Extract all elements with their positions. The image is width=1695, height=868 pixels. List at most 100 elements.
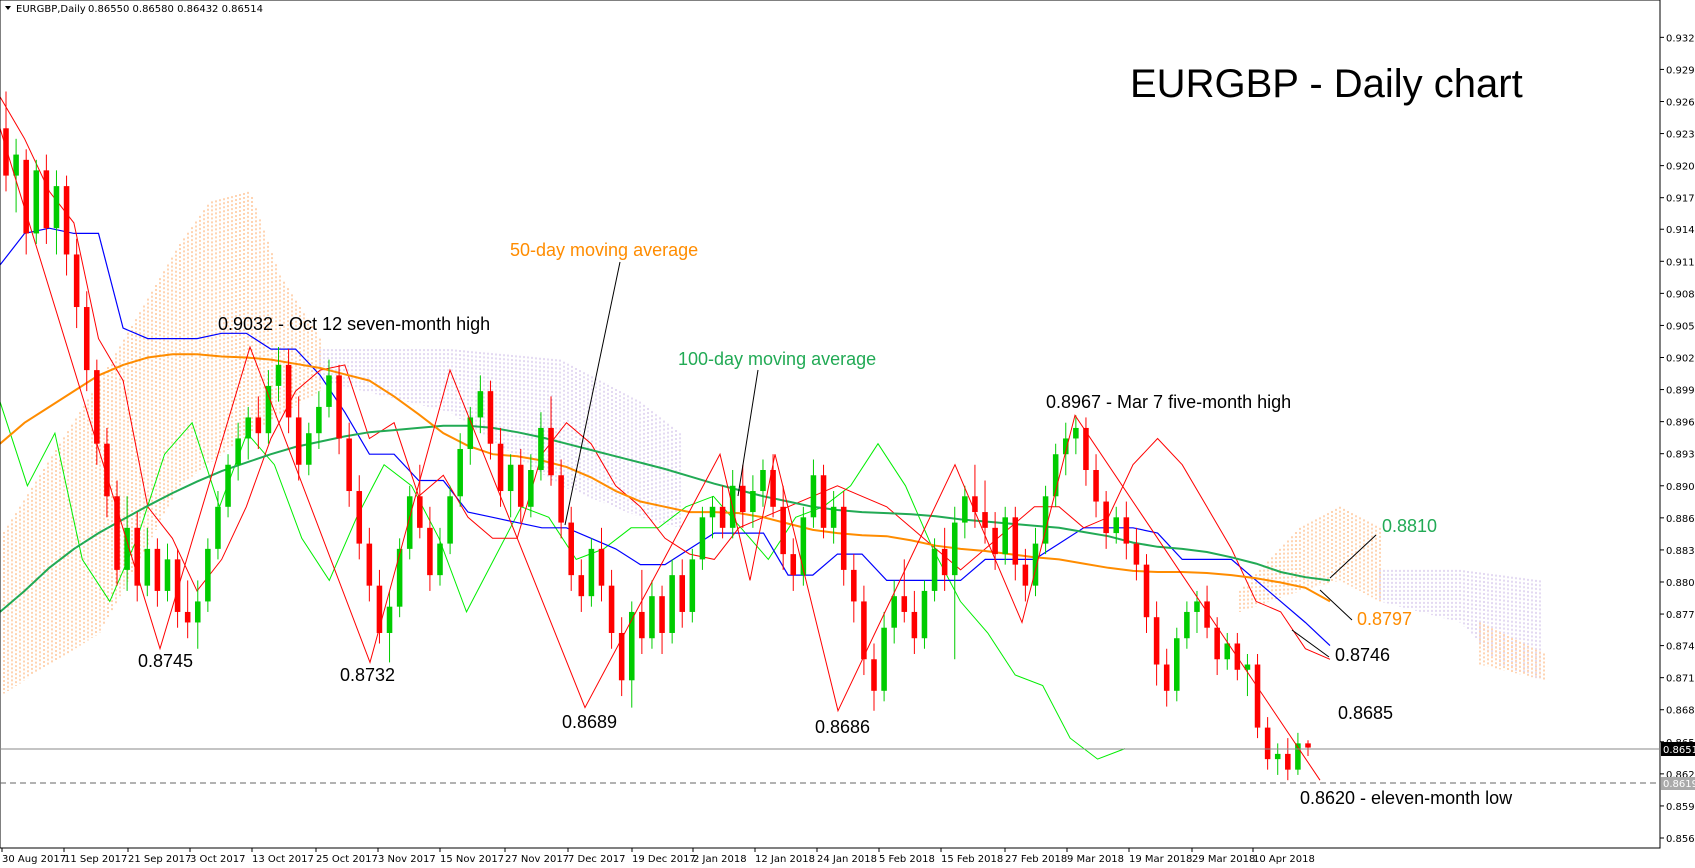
annotation-0-8686: 0.8686 xyxy=(815,717,870,737)
candle-body xyxy=(528,470,534,507)
candle-body xyxy=(598,548,605,586)
support-price-tag xyxy=(1661,777,1695,790)
chart-title: EURGBP - Daily chart xyxy=(1130,62,1523,106)
candle-body xyxy=(447,496,453,544)
candle-body xyxy=(1083,427,1089,471)
price-tick-label: 0.90525 xyxy=(1666,321,1695,332)
price-tick-label: 0.87175 xyxy=(1666,674,1695,685)
candle-body xyxy=(205,548,211,602)
time-tick-label: 7 Dec 2017 xyxy=(568,854,626,865)
candle-body xyxy=(962,496,968,523)
price-tick-label: 0.91135 xyxy=(1666,257,1695,268)
candle-body xyxy=(164,559,171,591)
price-tick-label: 0.89305 xyxy=(1666,450,1695,461)
header-symbol: EURGBP,Daily xyxy=(16,4,86,15)
annotation-0-8746: 0.8746 xyxy=(1335,645,1390,665)
candle-body xyxy=(507,464,514,492)
candle-body xyxy=(689,559,696,612)
candle-body xyxy=(306,433,312,465)
candle-body xyxy=(830,506,837,528)
candle-body xyxy=(94,370,100,444)
candle-body xyxy=(497,443,504,492)
candle-body xyxy=(538,427,544,471)
swing-zigzag-lines xyxy=(0,128,1321,781)
candle-body xyxy=(194,601,201,623)
candle-body xyxy=(810,475,817,518)
ma50-line xyxy=(0,353,1331,603)
candle-body xyxy=(255,417,262,434)
price-tick-label: 0.92655 xyxy=(1666,97,1695,108)
header-ohlc: 0.86550 0.86580 0.86432 0.86514 xyxy=(88,4,263,15)
price-tick-label: 0.90830 xyxy=(1666,289,1695,300)
annotation-pointer-line xyxy=(564,261,621,526)
candle-body xyxy=(417,496,423,528)
time-tick-label: 24 Jan 2018 xyxy=(817,854,877,865)
candle-body xyxy=(184,611,191,623)
candle-body xyxy=(568,522,574,576)
candle-body xyxy=(921,590,928,639)
annotation-0-8685: 0.8685 xyxy=(1338,703,1393,723)
candle-body xyxy=(1285,753,1291,770)
candle-body xyxy=(750,491,756,513)
price-tick-label: 0.87780 xyxy=(1666,610,1695,621)
candle-body xyxy=(719,506,726,528)
candle-body xyxy=(104,443,110,497)
price-axis: 0.93265 0.92960 0.92655 0.92350 0.92045 0.917… xyxy=(1660,33,1695,845)
price-tick-label: 0.86870 xyxy=(1666,706,1695,717)
header-dropdown-icon[interactable] xyxy=(5,6,11,10)
candle-body xyxy=(800,517,807,576)
candle-body xyxy=(1042,496,1049,544)
annotation-oct12-high: 0.9032 - Oct 12 seven-month high xyxy=(218,314,490,334)
time-tick-label: 25 Oct 2017 xyxy=(316,854,378,865)
candle-body xyxy=(73,254,80,308)
annotation-pointer-line xyxy=(1319,589,1353,621)
annotation-0-8810: 0.8810 xyxy=(1382,516,1437,536)
candle-body xyxy=(366,543,373,586)
candle-body xyxy=(1295,743,1301,770)
candle-body xyxy=(33,170,40,234)
support-price-label: 0.86199 xyxy=(1663,779,1695,790)
candle-body xyxy=(1062,438,1069,455)
candle-body xyxy=(861,601,867,660)
candle-body xyxy=(275,364,282,386)
candle-body xyxy=(457,448,463,497)
candle-body xyxy=(871,659,877,691)
annotation-0-8797: 0.8797 xyxy=(1357,609,1412,629)
candle-body xyxy=(790,554,797,576)
time-tick-label: 19 Dec 2017 xyxy=(632,854,696,865)
candle-body xyxy=(245,417,252,439)
candle-body xyxy=(639,611,645,639)
candle-body xyxy=(265,385,272,434)
candle-body xyxy=(1073,427,1079,439)
candle-body xyxy=(588,548,595,597)
candle-body xyxy=(285,364,292,418)
time-tick-label: 15 Nov 2017 xyxy=(440,854,504,865)
candle-body xyxy=(406,496,413,549)
time-tick-label: 3 Oct 2017 xyxy=(190,854,245,865)
current-price-label: 0.86514 xyxy=(1663,745,1695,756)
candle-body xyxy=(679,575,686,612)
candle-body xyxy=(174,559,181,612)
annotation-pointer-line xyxy=(1329,534,1377,579)
candle-body xyxy=(951,522,958,576)
candle-body xyxy=(1224,643,1231,660)
candle-body xyxy=(1244,664,1251,670)
candle-body xyxy=(356,491,363,544)
time-tick-label: 27 Feb 2018 xyxy=(1005,854,1067,865)
time-tick-label: 5 Feb 2018 xyxy=(879,854,935,865)
candle-body xyxy=(1305,743,1311,748)
candle-body xyxy=(992,527,998,555)
candle-body xyxy=(780,506,786,555)
time-tick-label: 15 Feb 2018 xyxy=(941,854,1003,865)
chikou-span-line xyxy=(0,401,1126,760)
time-tick-label: 11 Sep 2017 xyxy=(64,854,127,865)
candle-body xyxy=(760,470,766,492)
candle-body xyxy=(134,527,140,586)
candle-body xyxy=(1002,517,1008,555)
candle-body xyxy=(649,596,655,639)
candle-body xyxy=(1123,517,1130,544)
candle-body xyxy=(1032,543,1039,586)
candle-body xyxy=(336,375,342,439)
time-tick-label: 27 Nov 2017 xyxy=(505,854,569,865)
